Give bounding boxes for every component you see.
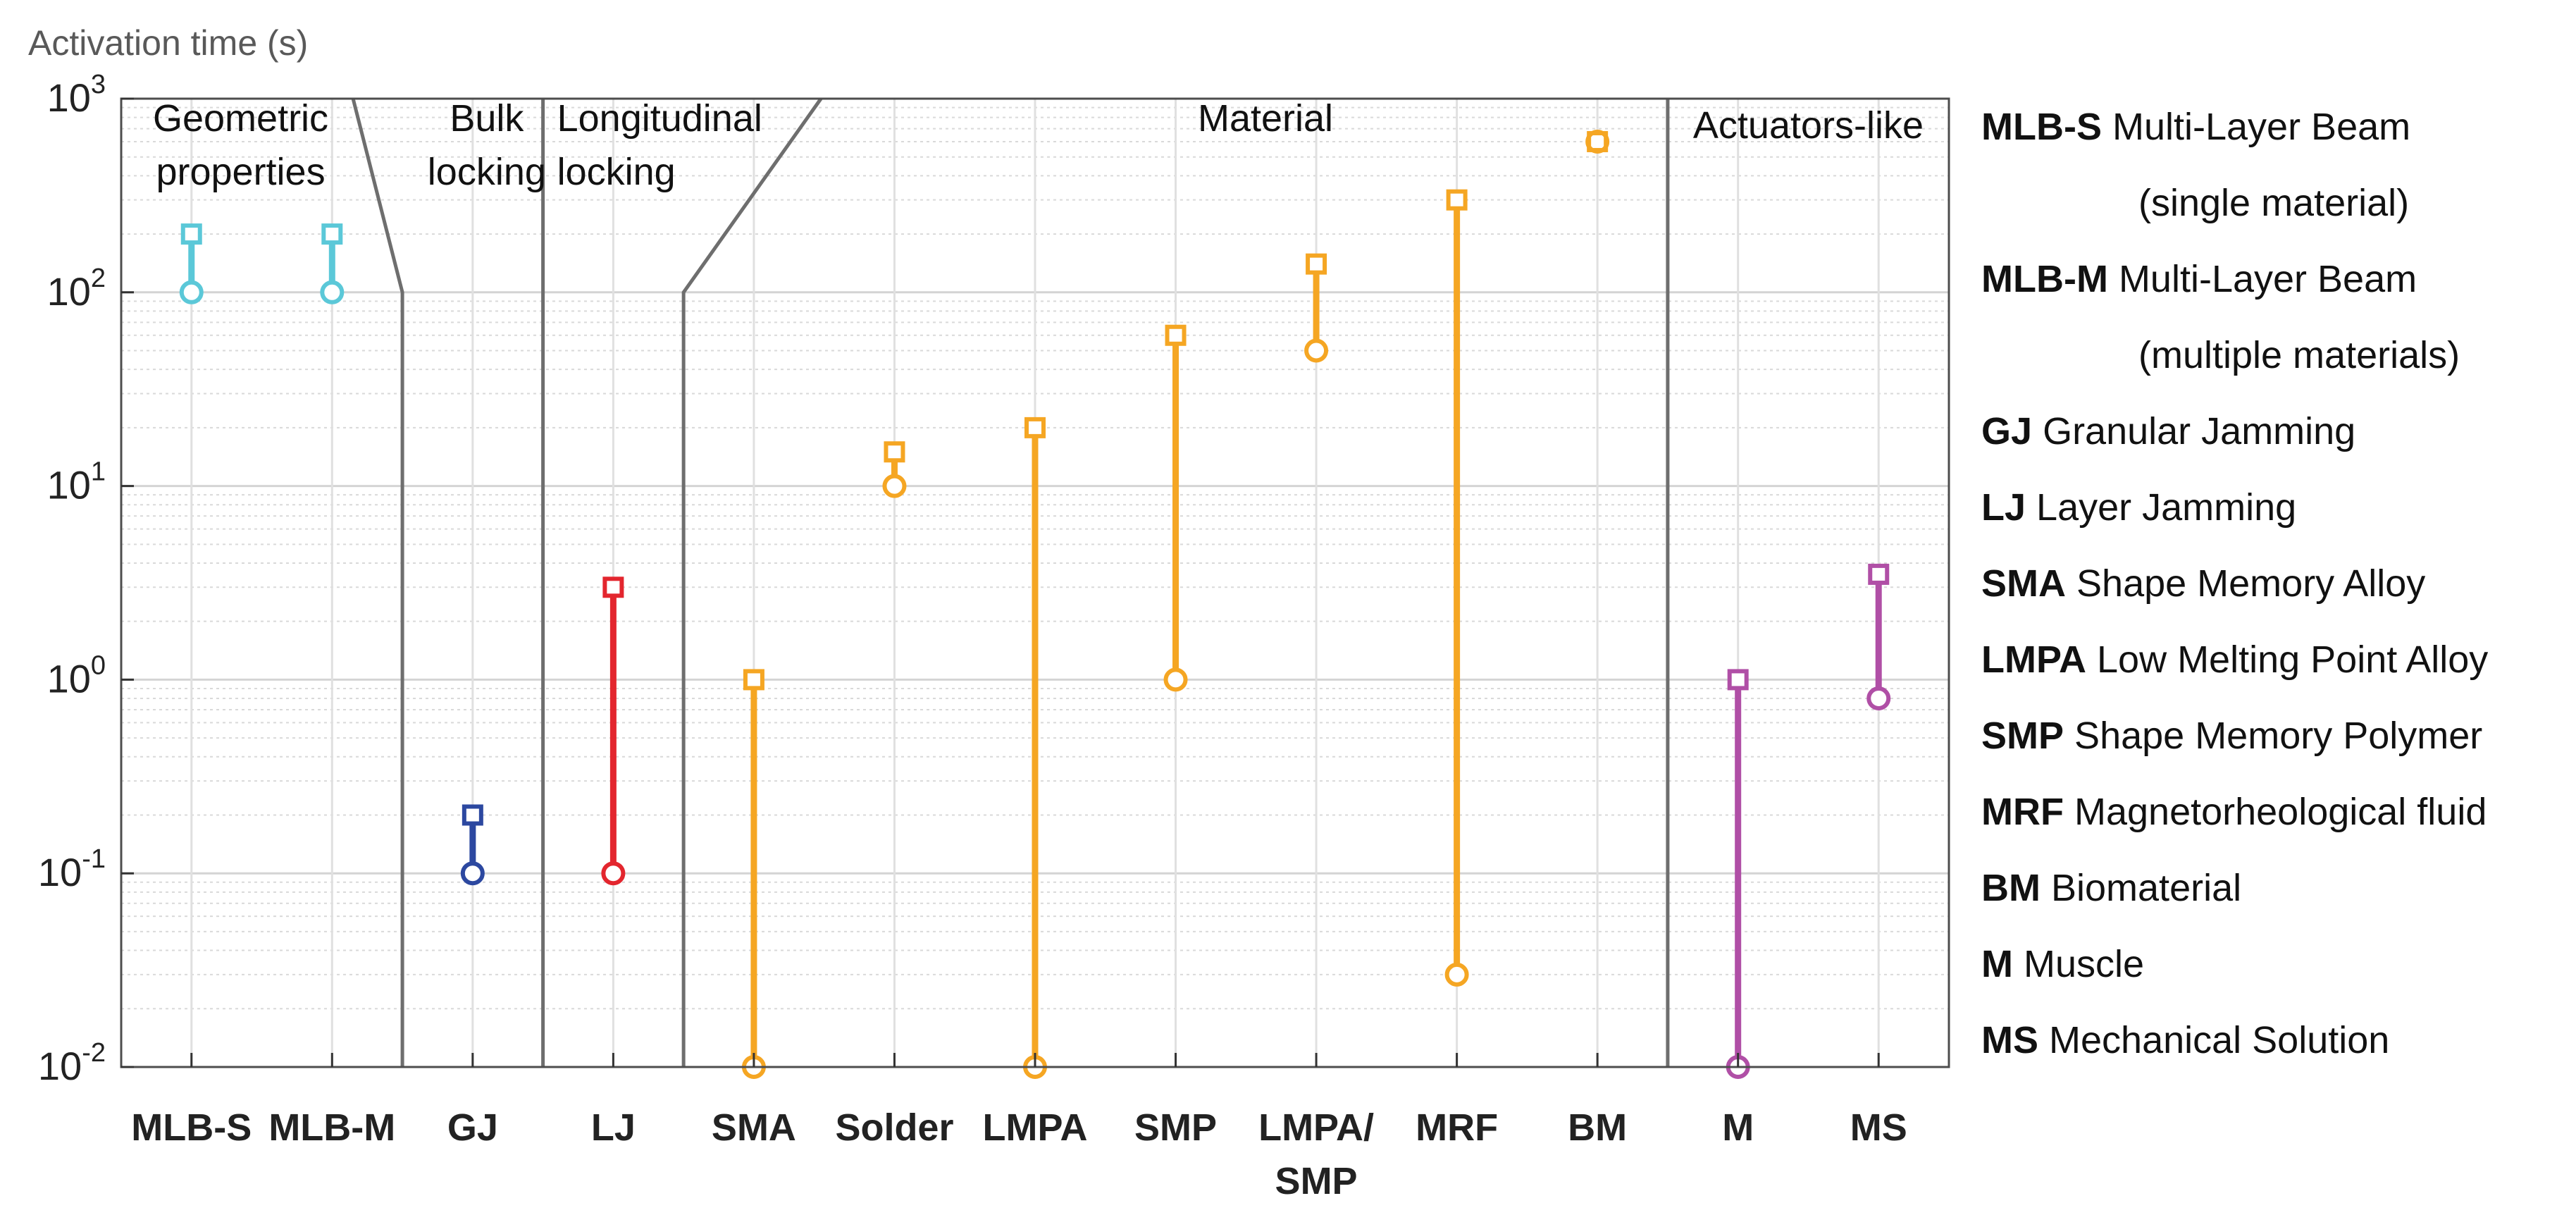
legend-item: LJ Layer Jamming xyxy=(1981,486,2296,529)
legend-item-desc2: (multiple materials) xyxy=(2138,334,2460,376)
min-marker-mlb-s xyxy=(179,280,204,304)
region-label: Bulk xyxy=(450,97,524,140)
x-tick-label-line2: SMP xyxy=(1275,1160,1358,1202)
max-marker-ms xyxy=(1868,563,1890,585)
region-label: locking xyxy=(428,151,546,193)
legend: MLB-S Multi-Layer Beam (single material) M… xyxy=(1981,106,2488,1061)
y-tick-label: 10-2 xyxy=(38,1038,106,1088)
legend-item: MRF Magnetorheological fluid xyxy=(1981,791,2487,833)
x-tick-label: LMPA xyxy=(983,1106,1088,1149)
x-tick-label: MS xyxy=(1850,1106,1907,1149)
x-tick-label: LMPA/ xyxy=(1258,1106,1374,1149)
max-marker-m xyxy=(1727,669,1749,691)
x-tick-label: MLB-S xyxy=(131,1106,252,1149)
max-marker-smp xyxy=(1165,324,1187,346)
max-marker-lj xyxy=(602,576,624,598)
max-marker-sma xyxy=(743,669,764,691)
x-tick-label: SMP xyxy=(1134,1106,1217,1149)
region-label: Material xyxy=(1198,97,1333,140)
y-tick-labels: 10-2 10-1 100 101 102 103 xyxy=(38,70,106,1088)
region-label: Longitudinal xyxy=(557,97,762,140)
min-marker-mlb-m xyxy=(320,280,345,304)
min-marker-lmpa-smp xyxy=(1304,338,1329,363)
min-marker-smp xyxy=(1163,667,1188,692)
y-tick-label: 101 xyxy=(47,457,106,507)
legend-item: MS Mechanical Solution xyxy=(1981,1019,2389,1061)
min-marker-bm xyxy=(1585,129,1610,154)
x-tick-label: SMA xyxy=(712,1106,796,1149)
max-marker-lmpa xyxy=(1024,417,1046,438)
legend-item: MLB-M Multi-Layer Beam xyxy=(1981,258,2417,300)
x-tick-labels: MLB-S MLB-M GJ LJ SMA Solder LMPA SMP LMPA/SMP MR… xyxy=(131,1106,1907,1202)
x-tick-label: MLB-M xyxy=(268,1106,395,1149)
legend-item: SMP Shape Memory Polymer xyxy=(1981,715,2482,757)
legend-item: SMA Shape Memory Alloy xyxy=(1981,562,2425,605)
max-marker-mrf xyxy=(1446,189,1468,211)
region-divider xyxy=(681,97,823,1067)
y-tick-label: 100 xyxy=(47,650,106,701)
region-label: Actuators-like xyxy=(1693,104,1924,147)
legend-item: MLB-S Multi-Layer Beam xyxy=(1981,106,2410,148)
max-marker-gj xyxy=(462,804,483,826)
max-marker-mlb-m xyxy=(321,223,343,245)
legend-item: M Muscle xyxy=(1981,943,2144,985)
region-labels: Geometric properties Bulk locking Longitudin… xyxy=(153,97,1924,193)
legend-item-desc2: (single material) xyxy=(2138,182,2409,224)
y-tick-label: 10-1 xyxy=(38,844,106,894)
x-tick-label: LJ xyxy=(591,1106,636,1149)
min-marker-mrf xyxy=(1444,962,1469,987)
legend-item: BM Biomaterial xyxy=(1981,867,2241,909)
max-marker-lmpa-smp xyxy=(1306,253,1327,275)
max-marker-solder xyxy=(884,441,905,463)
region-label: properties xyxy=(156,151,325,193)
legend-item: LMPA Low Melting Point Alloy xyxy=(1981,639,2488,681)
y-tick-label: 103 xyxy=(47,70,106,120)
x-tick-label: GJ xyxy=(447,1106,498,1149)
region-label: Geometric xyxy=(153,97,328,140)
x-tick-label: M xyxy=(1722,1106,1754,1149)
legend-item: GJ Granular Jamming xyxy=(1981,410,2355,452)
x-tick-label: Solder xyxy=(835,1106,953,1149)
x-tick-label: MRF xyxy=(1416,1106,1498,1149)
max-marker-mlb-s xyxy=(180,223,202,245)
region-divider xyxy=(351,98,404,1067)
min-marker-gj xyxy=(460,861,485,886)
y-axis-label: Activation time (s) xyxy=(28,23,308,63)
region-dividers xyxy=(351,97,1670,1067)
axes xyxy=(120,97,1950,1068)
min-marker-ms xyxy=(1866,686,1891,711)
min-marker-lj xyxy=(601,861,626,886)
y-tick-label: 102 xyxy=(47,264,106,314)
min-marker-solder xyxy=(882,474,907,498)
x-tick-label: BM xyxy=(1568,1106,1627,1149)
region-label: locking xyxy=(557,151,676,193)
